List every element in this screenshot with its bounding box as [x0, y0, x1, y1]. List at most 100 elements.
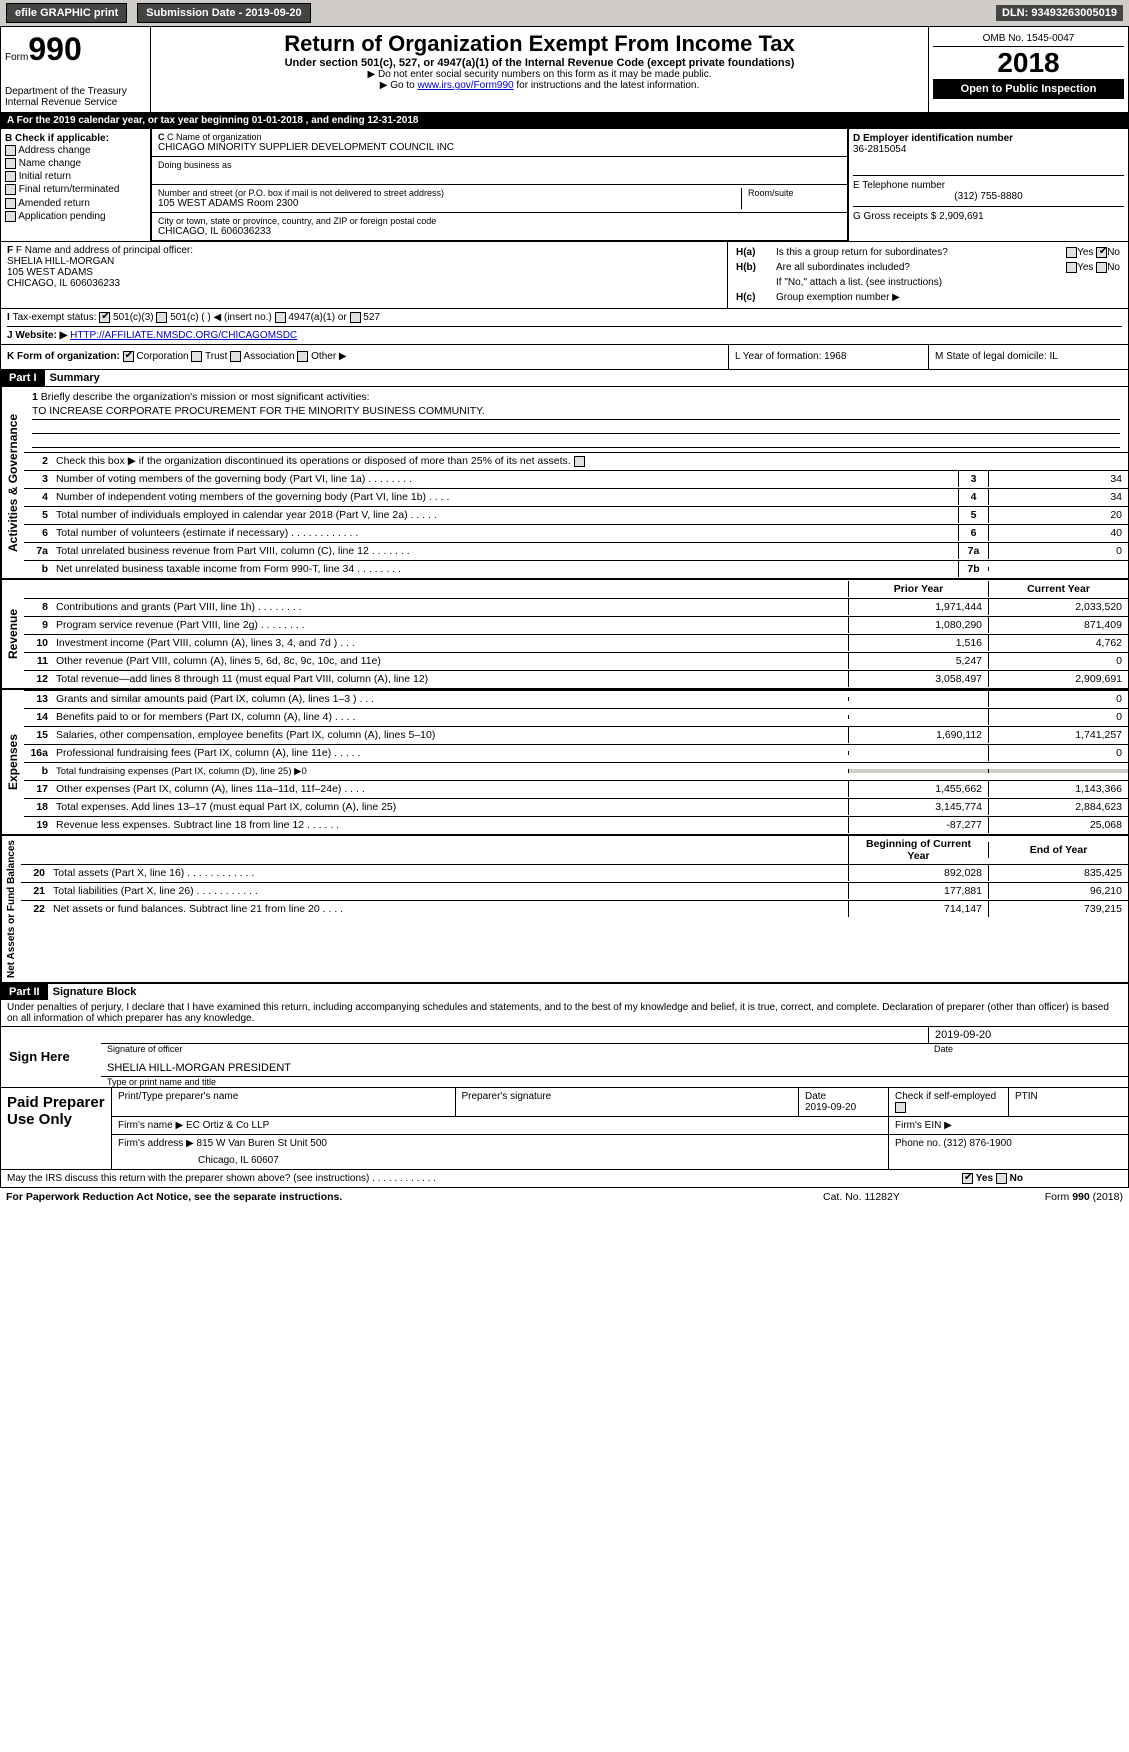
line2-text: Check this box ▶ if the organization dis… — [56, 455, 571, 467]
checkbox-icon[interactable] — [191, 351, 202, 362]
expenses-block: Expenses 13Grants and similar amounts pa… — [1, 688, 1128, 834]
checkbox-icon[interactable] — [574, 456, 585, 467]
summary-line: 19Revenue less expenses. Subtract line 1… — [24, 816, 1128, 834]
efile-badge: efile GRAPHIC print — [6, 3, 127, 23]
irs-link[interactable]: www.irs.gov/Form990 — [417, 80, 513, 91]
paperwork-notice: For Paperwork Reduction Act Notice, see … — [6, 1191, 823, 1203]
checkbox-icon[interactable] — [5, 184, 16, 195]
box-i: I Tax-exempt status: 501(c)(3) 501(c) ( … — [7, 312, 1122, 323]
check-name-change: Name change — [5, 157, 146, 170]
summary-line: 9Program service revenue (Part VIII, lin… — [24, 616, 1128, 634]
part1-tab: Part I — [1, 370, 45, 386]
checkbox-icon[interactable] — [5, 171, 16, 182]
box-deg: D Employer identification number 36-2815… — [848, 129, 1128, 241]
prep-date: 2019-09-20 — [805, 1102, 856, 1113]
current-year-header: Current Year — [988, 581, 1128, 597]
street-address: 105 WEST ADAMS Room 2300 — [158, 198, 741, 209]
firm-name-label: Firm's name ▶ — [118, 1120, 183, 1131]
form-footer: Form 990 (2018) — [973, 1191, 1123, 1203]
checkbox-icon[interactable] — [123, 351, 134, 362]
part2-tab: Part II — [1, 984, 48, 1000]
tax-year: 2018 — [933, 47, 1124, 79]
firm-name: EC Ortiz & Co LLP — [186, 1120, 269, 1131]
checkbox-icon[interactable] — [297, 351, 308, 362]
date-label: Date — [928, 1044, 1128, 1054]
sig-officer-label: Signature of officer — [101, 1044, 928, 1054]
part2-title: Signature Block — [51, 984, 139, 1000]
form-title: Return of Organization Exempt From Incom… — [155, 31, 924, 57]
checkbox-icon[interactable] — [996, 1173, 1007, 1184]
paid-preparer-label: Paid Preparer Use Only — [1, 1088, 111, 1169]
checkbox-icon[interactable] — [895, 1102, 906, 1113]
sign-date: 2019-09-20 — [928, 1027, 1128, 1043]
box-h: H(a)Is this a group return for subordina… — [728, 242, 1128, 308]
submission-date: Submission Date - 2019-09-20 — [137, 3, 310, 23]
summary-line: 18Total expenses. Add lines 13–17 (must … — [24, 798, 1128, 816]
part1-header-row: Part I Summary — [1, 370, 1128, 387]
summary-line: 14Benefits paid to or for members (Part … — [24, 708, 1128, 726]
officer-name: SHELIA HILL-MORGAN — [7, 256, 721, 267]
checkbox-icon[interactable] — [5, 145, 16, 156]
summary-line: 17Other expenses (Part IX, column (A), l… — [24, 780, 1128, 798]
checkbox-icon[interactable] — [1066, 262, 1077, 273]
box-b: B Check if applicable: Address change Na… — [1, 129, 151, 241]
vert-net: Net Assets or Fund Balances — [1, 836, 21, 982]
hb-label: H(b) — [734, 260, 774, 275]
checkbox-icon[interactable] — [230, 351, 241, 362]
form-org-label: K Form of organization: — [7, 352, 120, 363]
summary-line: 13Grants and similar amounts paid (Part … — [24, 690, 1128, 708]
summary-line: 6Total number of volunteers (estimate if… — [24, 524, 1128, 542]
addr-label: Number and street (or P.O. box if mail i… — [158, 188, 741, 198]
revenue-block: Revenue Prior YearCurrent Year 8Contribu… — [1, 578, 1128, 688]
checkbox-icon[interactable] — [350, 312, 361, 323]
form-header: Form990 Department of the Treasury Inter… — [1, 27, 1128, 113]
city-label: City or town, state or province, country… — [158, 216, 841, 226]
summary-line: 21Total liabilities (Part X, line 26) . … — [21, 882, 1128, 900]
row-ij: I Tax-exempt status: 501(c)(3) 501(c) ( … — [1, 309, 1128, 345]
form-container: Form990 Department of the Treasury Inter… — [0, 26, 1129, 1188]
hb-text: Are all subordinates included? — [774, 260, 1012, 275]
goto-pre: ▶ Go to — [380, 80, 418, 91]
firm-ein-label: Firm's EIN ▶ — [888, 1117, 1128, 1134]
checkbox-icon[interactable] — [99, 312, 110, 323]
summary-line: bTotal fundraising expenses (Part IX, co… — [24, 762, 1128, 780]
box-c: C C Name of organization CHICAGO MINORIT… — [151, 129, 848, 241]
governance-block: Activities & Governance 1 Briefly descri… — [1, 387, 1128, 578]
website-link[interactable]: HTTP://AFFILIATE.NMSDC.ORG/CHICAGOMSDC — [70, 330, 297, 341]
checkbox-icon[interactable] — [5, 158, 16, 169]
sign-here-label: Sign Here — [1, 1027, 101, 1087]
tax-status-label: Tax-exempt status: — [13, 312, 97, 323]
checkbox-icon[interactable] — [156, 312, 167, 323]
firm-addr: 815 W Van Buren St Unit 500 — [197, 1138, 327, 1149]
checkbox-icon[interactable] — [1066, 247, 1077, 258]
discuss-text: May the IRS discuss this return with the… — [7, 1173, 962, 1184]
signer-name: SHELIA HILL-MORGAN PRESIDENT — [101, 1054, 1128, 1077]
org-name-label: C Name of organization — [167, 132, 262, 142]
checkbox-icon[interactable] — [962, 1173, 973, 1184]
dept-treasury: Department of the Treasury — [5, 86, 146, 97]
part2-header-row: Part II Signature Block — [1, 982, 1128, 1000]
ha-text: Is this a group return for subordinates? — [774, 245, 1012, 260]
checkbox-icon[interactable] — [5, 198, 16, 209]
vert-expenses: Expenses — [1, 690, 24, 834]
line1-mission: 1 Briefly describe the organization's mi… — [24, 387, 1128, 452]
preparer-sig-header: Preparer's signature — [455, 1088, 799, 1116]
vert-governance: Activities & Governance — [1, 387, 24, 578]
gross-receipts: G Gross receipts $ 2,909,691 — [853, 207, 1124, 222]
check-amended: Amended return — [5, 197, 146, 210]
perjury-statement: Under penalties of perjury, I declare th… — [1, 1000, 1128, 1026]
ein-value: 36-2815054 — [853, 144, 1124, 155]
hc-text: Group exemption number ▶ — [774, 290, 1122, 305]
box-k: K Form of organization: Corporation Trus… — [1, 345, 728, 368]
line-a: A For the 2019 calendar year, or tax yea… — [1, 113, 1128, 129]
summary-line: 7aTotal unrelated business revenue from … — [24, 542, 1128, 560]
check-address-change: Address change — [5, 144, 146, 157]
checkbox-icon[interactable] — [1096, 262, 1107, 273]
mission-label: Briefly describe the organization's miss… — [41, 391, 370, 403]
checkbox-icon[interactable] — [1096, 247, 1107, 258]
phone-value: (312) 755-8880 — [853, 191, 1124, 202]
dln: DLN: 93493263005019 — [996, 5, 1123, 21]
year-formation: L Year of formation: 1968 — [728, 345, 928, 368]
checkbox-icon[interactable] — [5, 211, 16, 222]
checkbox-icon[interactable] — [275, 312, 286, 323]
